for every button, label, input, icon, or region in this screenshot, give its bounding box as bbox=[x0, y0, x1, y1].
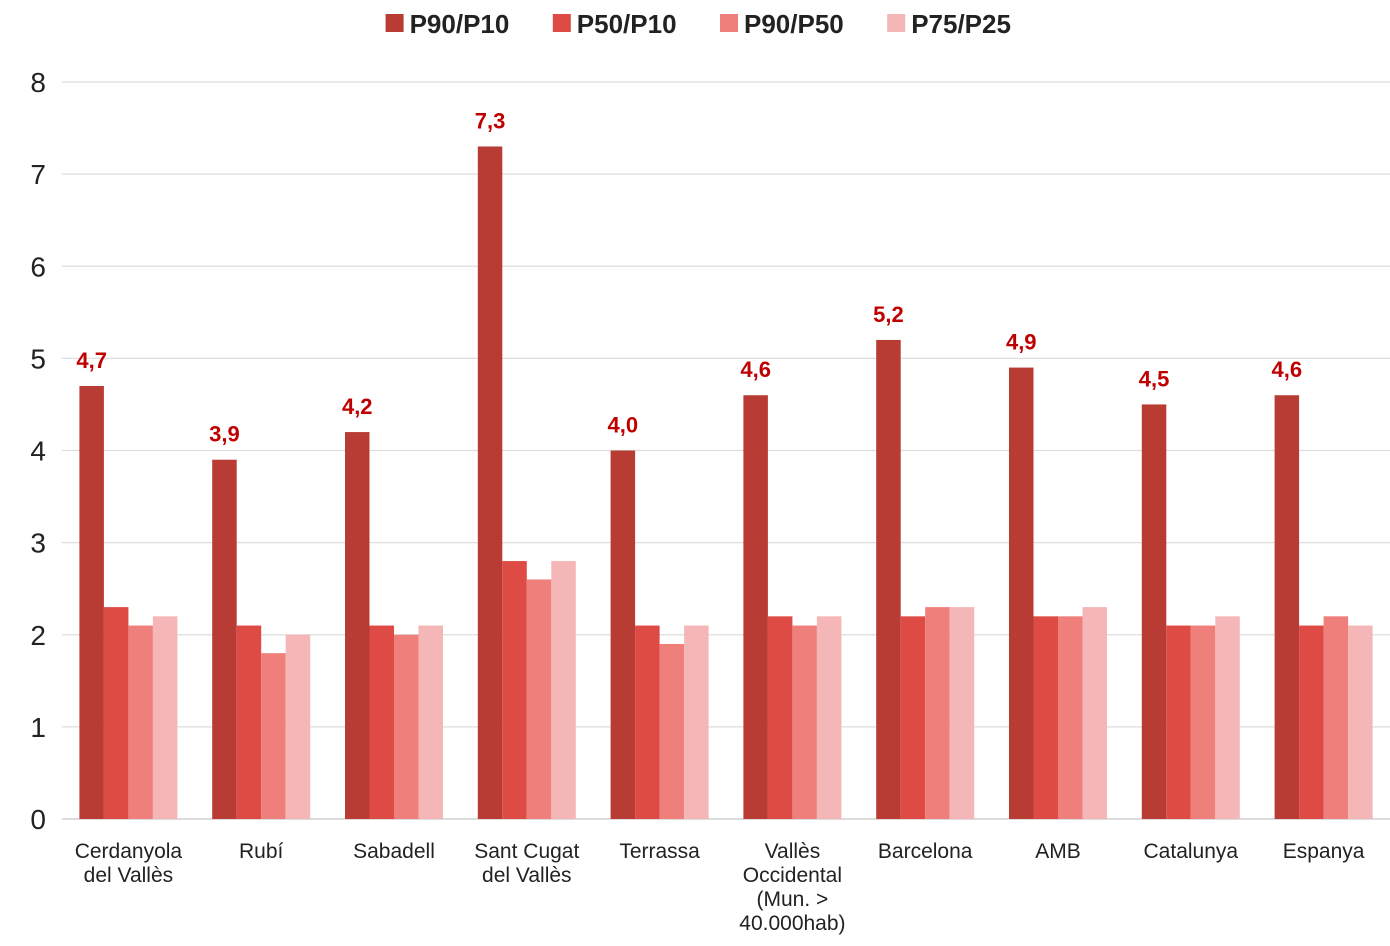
x-tick-label: Sabadell bbox=[353, 840, 435, 863]
bar-p75-p25-5 bbox=[816, 616, 842, 819]
legend-label: P90/P50 bbox=[744, 9, 844, 39]
bar-p90-p50-7 bbox=[1058, 616, 1083, 819]
x-tick-label: Terrassa bbox=[619, 840, 700, 863]
data-label: 4,7 bbox=[76, 348, 107, 373]
bar-p90-p50-2 bbox=[394, 634, 419, 819]
bar-p50-p10-5 bbox=[767, 616, 793, 819]
y-axis: 0 1 2 3 4 5 6 7 8 bbox=[30, 67, 46, 835]
bar-p75-p25-6 bbox=[949, 607, 975, 819]
bar-p75-p25-4 bbox=[684, 625, 709, 819]
bar-p90-p10-4 bbox=[610, 450, 636, 819]
data-label: 4,5 bbox=[1139, 366, 1170, 391]
data-label: 4,2 bbox=[342, 394, 373, 419]
bar-p90-p50-9 bbox=[1323, 616, 1349, 819]
bar-p90-p10-8 bbox=[1141, 404, 1167, 819]
bar-p75-p25-0 bbox=[152, 616, 178, 819]
bar-p50-p10-0 bbox=[103, 607, 129, 819]
bar-p90-p10-1 bbox=[212, 459, 237, 819]
bar-p75-p25-3 bbox=[551, 561, 576, 819]
y-tick-label: 7 bbox=[30, 159, 46, 190]
bar-p90-p50-3 bbox=[526, 579, 552, 819]
y-tick-label: 4 bbox=[30, 436, 46, 467]
x-tick-label: Cerdanyola bbox=[75, 840, 183, 863]
x-tick-label: Sant Cugat bbox=[474, 840, 579, 863]
data-labels: 4,7 3,9 4,2 7,3 4,0 4,6 5,2 4,9 4,5 4,6 bbox=[76, 108, 1302, 446]
bar-p75-p25-9 bbox=[1348, 625, 1373, 819]
x-tick-label: del Vallès bbox=[482, 864, 572, 887]
legend-label: P75/P25 bbox=[911, 9, 1011, 39]
y-tick-label: 1 bbox=[30, 712, 46, 743]
x-tick-label: Occidental bbox=[743, 864, 842, 887]
y-tick-label: 5 bbox=[30, 343, 46, 374]
bar-p90-p50-5 bbox=[792, 625, 817, 819]
bar-p50-p10-9 bbox=[1299, 625, 1324, 819]
bar-p50-p10-4 bbox=[635, 625, 660, 819]
data-label: 3,9 bbox=[209, 422, 240, 447]
bar-p50-p10-2 bbox=[369, 625, 394, 819]
legend-label: P90/P10 bbox=[410, 9, 510, 39]
bar-p90-p10-2 bbox=[345, 432, 370, 819]
bar-p75-p25-1 bbox=[285, 634, 311, 819]
legend: P90/P10 P50/P10 P90/P50 P75/P25 bbox=[385, 9, 1011, 39]
x-tick-label: del Vallès bbox=[84, 864, 174, 887]
x-tick-label: (Mun. > bbox=[757, 888, 829, 911]
bar-p90-p50-0 bbox=[128, 625, 153, 819]
x-tick-label: Espanya bbox=[1283, 840, 1365, 863]
bar-p50-p10-1 bbox=[236, 625, 262, 819]
legend-swatch bbox=[385, 14, 404, 32]
bar-p90-p10-3 bbox=[477, 146, 503, 820]
x-tick-label: Vallès bbox=[765, 840, 821, 863]
legend-swatch bbox=[552, 14, 571, 32]
bar-p50-p10-3 bbox=[502, 561, 527, 819]
bar-p90-p10-9 bbox=[1274, 395, 1300, 819]
data-label: 5,2 bbox=[873, 302, 904, 327]
data-label: 7,3 bbox=[475, 108, 506, 133]
bar-p90-p10-5 bbox=[743, 395, 768, 819]
data-label: 4,9 bbox=[1006, 330, 1037, 355]
bar-p90-p50-4 bbox=[659, 643, 685, 819]
bar-p50-p10-6 bbox=[900, 616, 926, 819]
legend-swatch bbox=[887, 14, 906, 32]
bar-p90-p10-6 bbox=[876, 339, 901, 819]
legend-label: P50/P10 bbox=[577, 9, 677, 39]
x-tick-label: Catalunya bbox=[1144, 840, 1239, 863]
bar-p50-p10-8 bbox=[1166, 625, 1191, 819]
bar-p90-p10-7 bbox=[1009, 367, 1034, 819]
bar-p75-p25-2 bbox=[418, 625, 443, 819]
bar-p90-p50-6 bbox=[925, 607, 950, 819]
x-tick-label: Barcelona bbox=[878, 840, 973, 863]
bar-p50-p10-7 bbox=[1033, 616, 1058, 819]
x-tick-label: AMB bbox=[1035, 840, 1081, 863]
data-label: 4,6 bbox=[1272, 357, 1303, 382]
y-tick-label: 2 bbox=[30, 620, 46, 651]
y-tick-label: 8 bbox=[30, 67, 46, 98]
data-label: 4,0 bbox=[608, 413, 639, 438]
bars bbox=[79, 146, 1373, 820]
y-tick-label: 3 bbox=[30, 528, 46, 559]
bar-p75-p25-7 bbox=[1082, 607, 1107, 819]
bar-p90-p10-0 bbox=[79, 386, 104, 819]
x-tick-label: 40.000hab) bbox=[739, 912, 845, 935]
x-tick-label: Rubí bbox=[239, 840, 284, 863]
data-label: 4,6 bbox=[740, 357, 771, 382]
bar-p75-p25-8 bbox=[1215, 616, 1240, 819]
legend-swatch bbox=[720, 14, 738, 32]
y-tick-label: 0 bbox=[30, 804, 46, 835]
bar-p90-p50-8 bbox=[1190, 625, 1216, 819]
y-tick-label: 6 bbox=[30, 251, 46, 282]
bar-p90-p50-1 bbox=[261, 653, 286, 819]
